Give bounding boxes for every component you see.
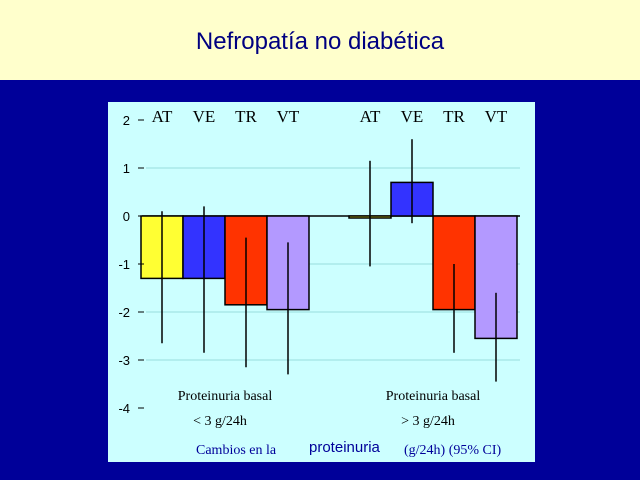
title-band — [0, 0, 640, 80]
y-tick-label: -2 — [118, 305, 130, 320]
series-label: TR — [235, 107, 257, 126]
group-label: Proteinuria basal — [178, 389, 273, 404]
y-tick-label: -3 — [118, 353, 130, 368]
group-sublabel: < 3 g/24h — [193, 414, 247, 429]
series-label: VE — [193, 107, 216, 126]
slide-title: Nefropatía no diabética — [195, 28, 445, 55]
series-label: AT — [360, 107, 381, 126]
footer-text-3: (g/24h) (95% CI) — [404, 443, 502, 458]
y-tick-label: -4 — [118, 401, 130, 416]
y-tick-label: -1 — [118, 257, 130, 272]
footer-text-2: proteinuria — [309, 439, 381, 456]
chart-panel: 2 1 0 -1 -2 -3 -4 AT VE TR VT Proteinuria basal < 3… — [108, 102, 535, 462]
series-label: VE — [401, 107, 424, 126]
series-label: VT — [277, 107, 300, 126]
y-tick-label: 2 — [123, 113, 130, 128]
series-label: VT — [485, 107, 508, 126]
series-label: AT — [152, 107, 173, 126]
y-tick-label: 1 — [123, 161, 130, 176]
y-tick-label: 0 — [123, 209, 130, 224]
series-label: TR — [443, 107, 465, 126]
group-label: Proteinuria basal — [386, 389, 481, 404]
group-sublabel: > 3 g/24h — [401, 414, 455, 429]
footer-text-1: Cambios en la — [196, 443, 277, 458]
bar-chart: 2 1 0 -1 -2 -3 -4 AT VE TR VT Proteinuria basal < 3… — [118, 107, 520, 458]
